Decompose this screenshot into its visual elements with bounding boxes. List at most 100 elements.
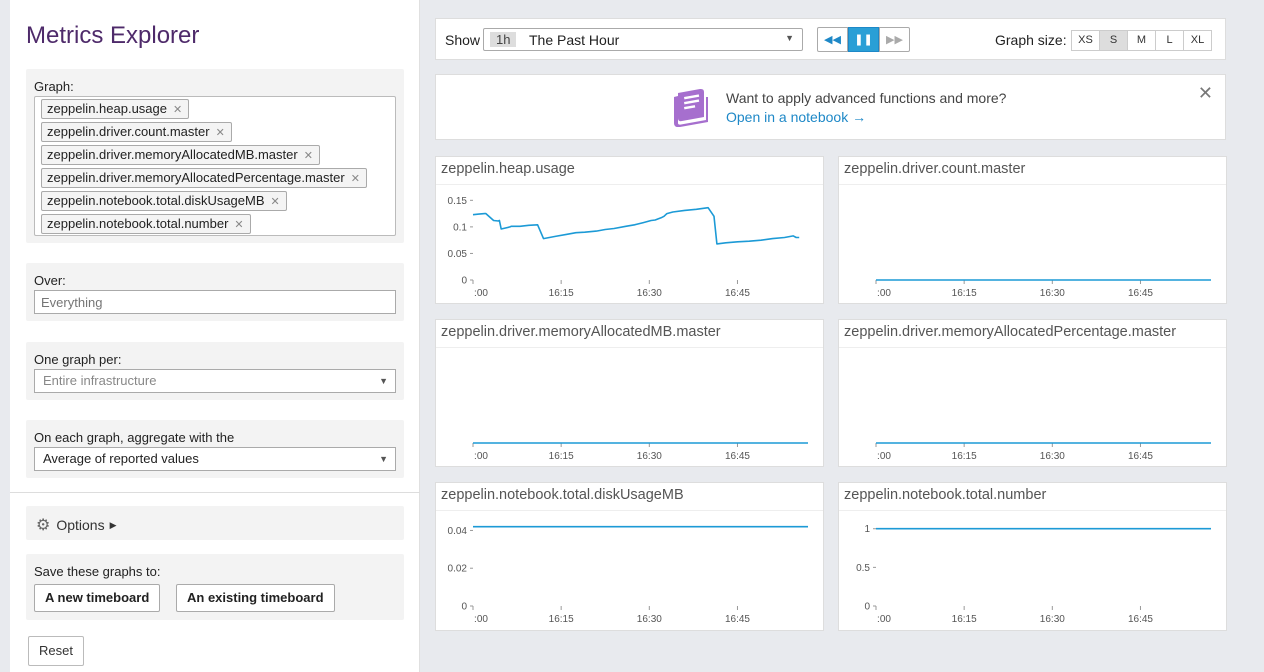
line-chart[interactable]: :00 16:15 16:30 16:45 0 0.5 1 <box>839 511 1228 631</box>
y-tick-label: 0 <box>461 276 467 287</box>
graph-title-divider <box>839 510 1226 511</box>
save-label: Save these graphs to: <box>34 564 161 579</box>
save-panel: Save these graphs to: A new timeboard An… <box>26 554 404 620</box>
y-tick-label: 0.15 <box>448 196 468 207</box>
series-line <box>472 206 800 245</box>
x-tick-label: 16:30 <box>637 288 662 299</box>
existing-timeboard-button[interactable]: An existing timeboard <box>176 584 335 612</box>
x-tick-label: 16:15 <box>952 451 977 462</box>
options-panel[interactable]: ⚙ Options ▶ <box>26 506 404 540</box>
chevron-down-icon: ▼ <box>379 454 388 464</box>
time-text: The Past Hour <box>529 32 620 48</box>
remove-tag-icon[interactable]: ✕ <box>350 173 360 185</box>
size-s-button[interactable]: S <box>1099 30 1128 51</box>
x-tick-label: 16:15 <box>549 451 574 462</box>
remove-tag-icon[interactable]: ✕ <box>303 150 313 162</box>
remove-tag-icon[interactable]: ✕ <box>215 127 225 139</box>
graph-title-divider <box>436 347 823 348</box>
x-tick-label: 16:30 <box>1040 451 1065 462</box>
x-tick-label: 16:15 <box>952 614 977 625</box>
line-chart[interactable]: :00 16:15 16:30 16:45 0 0.05 0.1 0.15 <box>436 185 825 305</box>
divider <box>10 492 420 493</box>
y-tick-label: 0.05 <box>448 249 468 260</box>
aggregate-panel: On each graph, aggregate with the Averag… <box>26 420 404 478</box>
y-tick-label: 0 <box>461 602 467 613</box>
size-xs-button[interactable]: XS <box>1071 30 1100 51</box>
x-tick-label: 16:45 <box>725 614 750 625</box>
fast-forward-icon: ▶▶ <box>886 34 903 46</box>
toolbar: Show 1h The Past Hour ▼ ◀◀ ❚❚ ▶▶ Graph s… <box>435 18 1226 60</box>
x-tick-label: 16:45 <box>1128 614 1153 625</box>
pause-button[interactable]: ❚❚ <box>848 27 879 52</box>
metric-tag-label: zeppelin.notebook.total.number <box>47 216 229 231</box>
playback-controls: ◀◀ ❚❚ ▶▶ <box>817 27 910 52</box>
graph-size-selector: XS S M L XL <box>1071 30 1212 51</box>
graph-title: zeppelin.driver.memoryAllocatedPercentag… <box>844 324 1177 340</box>
options-label: Options <box>56 517 105 533</box>
x-tick-label: :00 <box>474 614 488 625</box>
graph-title: zeppelin.driver.count.master <box>844 161 1026 177</box>
over-input[interactable] <box>34 290 396 314</box>
size-xl-button[interactable]: XL <box>1183 30 1212 51</box>
rewind-icon: ◀◀ <box>824 34 841 46</box>
x-tick-label: :00 <box>474 288 488 299</box>
line-chart[interactable]: :00 16:15 16:30 16:45 0 0.02 0.04 <box>436 511 825 631</box>
pause-icon: ❚❚ <box>854 34 873 46</box>
x-tick-label: 16:15 <box>952 288 977 299</box>
line-chart[interactable]: :00 16:15 16:30 16:45 <box>436 348 825 468</box>
graph-title: zeppelin.notebook.total.number <box>844 487 1047 503</box>
time-abbr: 1h <box>490 32 517 47</box>
forward-button[interactable]: ▶▶ <box>879 27 910 52</box>
y-tick-label: 0 <box>864 602 870 613</box>
open-notebook-link[interactable]: Open in a notebook → <box>726 109 867 125</box>
metric-tag-label: zeppelin.heap.usage <box>47 101 167 116</box>
line-chart[interactable]: :00 16:15 16:30 16:45 <box>839 185 1228 305</box>
time-range-select[interactable]: 1h The Past Hour ▼ <box>483 28 803 51</box>
metrics-sidebar: Metrics Explorer Graph: zeppelin.heap.us… <box>10 0 420 672</box>
x-tick-label: 16:15 <box>549 288 574 299</box>
one-graph-per-label: One graph per: <box>34 352 122 367</box>
metric-tag: zeppelin.driver.memoryAllocatedMB.master… <box>41 145 320 165</box>
options-toggle[interactable]: ⚙ Options ▶ <box>36 515 117 535</box>
rewind-button[interactable]: ◀◀ <box>817 27 848 52</box>
one-graph-per-select[interactable]: Entire infrastructure ▼ <box>34 369 396 393</box>
close-icon[interactable]: ✕ <box>1197 83 1213 103</box>
metric-tag-input[interactable]: zeppelin.heap.usage ✕ zeppelin.driver.cou… <box>34 96 396 236</box>
metric-tag-label: zeppelin.driver.memoryAllocatedMB.master <box>47 147 298 162</box>
y-tick-label: 0.5 <box>856 563 870 574</box>
remove-tag-icon[interactable]: ✕ <box>234 219 244 231</box>
metric-tag-label: zeppelin.notebook.total.diskUsageMB <box>47 193 265 208</box>
x-tick-label: :00 <box>877 288 891 299</box>
y-tick-label: 0.04 <box>448 526 468 537</box>
graph-card: zeppelin.notebook.total.diskUsageMB :00 1… <box>435 482 824 631</box>
x-tick-label: 16:45 <box>725 451 750 462</box>
line-chart[interactable]: :00 16:15 16:30 16:45 <box>839 348 1228 468</box>
y-tick-label: 1 <box>864 524 870 535</box>
metric-tag-label: zeppelin.driver.memoryAllocatedPercentag… <box>47 170 345 185</box>
x-tick-label: 16:30 <box>1040 614 1065 625</box>
metric-tag: zeppelin.notebook.total.diskUsageMB ✕ <box>41 191 287 211</box>
new-timeboard-button[interactable]: A new timeboard <box>34 584 161 612</box>
caret-right-icon: ▶ <box>109 519 117 530</box>
x-tick-label: :00 <box>877 451 891 462</box>
graph-label: Graph: <box>34 79 74 94</box>
x-tick-label: 16:45 <box>725 288 750 299</box>
graph-card: zeppelin.heap.usage :00 16:15 16:30 16:45 0 0… <box>435 156 824 304</box>
remove-tag-icon[interactable]: ✕ <box>173 104 183 116</box>
metric-tag: zeppelin.driver.count.master ✕ <box>41 122 232 142</box>
chevron-down-icon: ▼ <box>379 376 388 386</box>
graph-title-divider <box>839 347 1226 348</box>
reset-button[interactable]: Reset <box>28 636 84 666</box>
banner-text: Want to apply advanced functions and mor… <box>726 90 1007 106</box>
y-tick-label: 0.02 <box>448 564 468 575</box>
remove-tag-icon[interactable]: ✕ <box>270 196 280 208</box>
size-l-button[interactable]: L <box>1155 30 1184 51</box>
graph-size-label: Graph size: <box>995 32 1067 48</box>
size-m-button[interactable]: M <box>1127 30 1156 51</box>
aggregate-label: On each graph, aggregate with the <box>34 430 235 445</box>
x-tick-label: 16:30 <box>1040 288 1065 299</box>
graph-card: zeppelin.driver.memoryAllocatedMB.master… <box>435 319 824 467</box>
metric-tag: zeppelin.driver.memoryAllocatedPercentag… <box>41 168 367 188</box>
notebook-icon <box>670 87 712 130</box>
aggregate-select[interactable]: Average of reported values ▼ <box>34 447 396 471</box>
